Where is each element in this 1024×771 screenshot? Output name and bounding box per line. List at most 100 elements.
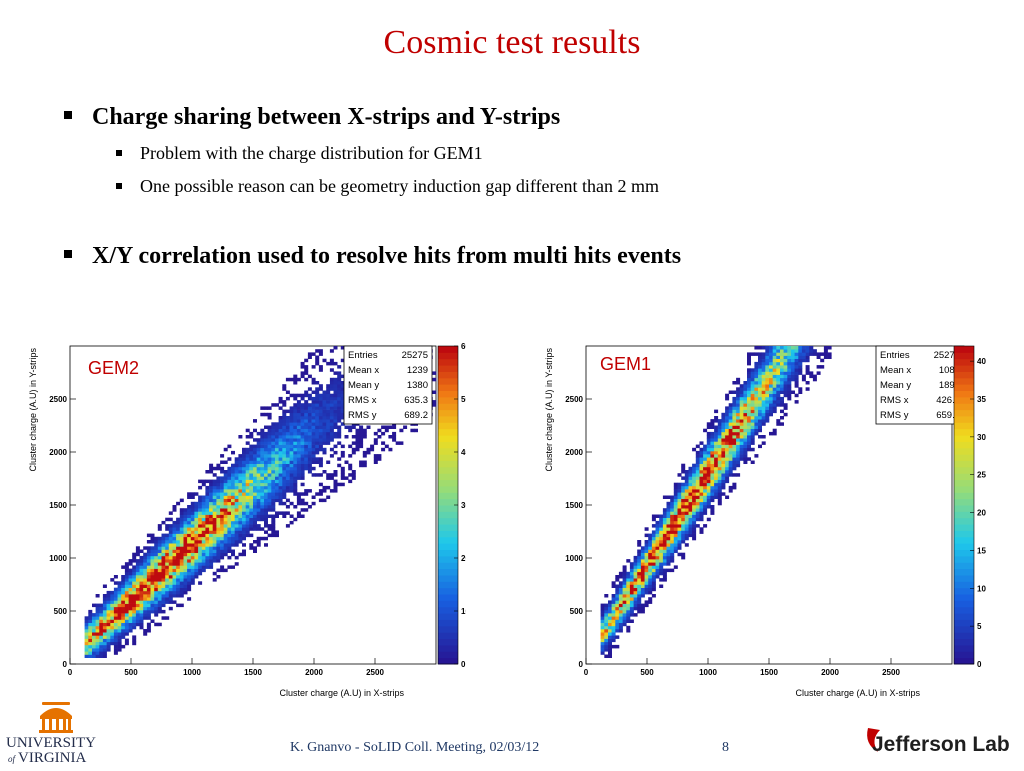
heatmap-cell — [659, 578, 664, 582]
heatmap-cell — [776, 393, 781, 398]
heatmap-cell — [245, 460, 250, 464]
heatmap-cell — [736, 447, 741, 452]
heatmap-cell — [300, 438, 305, 442]
heatmap-cell — [121, 578, 126, 582]
heatmap-cell — [205, 533, 210, 538]
heatmap-cell — [245, 489, 250, 493]
heatmap-cell — [282, 485, 287, 490]
colorbar-segment — [438, 377, 458, 385]
colorbar-segment — [438, 466, 458, 474]
heatmap-cell — [227, 520, 232, 525]
heatmap-cell — [662, 559, 667, 563]
heatmap-cell — [750, 371, 755, 375]
heatmap-cell — [161, 594, 166, 598]
heatmap-cell — [271, 470, 276, 474]
heatmap-cell — [146, 594, 151, 598]
heatmap-cell — [216, 549, 221, 553]
heatmap-cell — [670, 498, 675, 503]
heatmap-cell — [714, 482, 719, 487]
heatmap-cell — [253, 501, 257, 506]
heatmap-cell — [798, 361, 803, 366]
heatmap-cell — [659, 565, 664, 569]
heatmap-cell — [699, 473, 704, 477]
heatmap-cell — [728, 457, 733, 461]
heatmap-cell — [99, 613, 104, 617]
heatmap-cell — [242, 479, 246, 484]
heatmap-cell — [194, 511, 199, 515]
heatmap-cell — [242, 536, 246, 541]
x-tick-label: 1000 — [183, 668, 201, 677]
heatmap-cell — [260, 505, 265, 509]
heatmap-cell — [348, 454, 353, 458]
colorbar-segment — [954, 505, 974, 512]
heatmap-cell — [293, 444, 298, 449]
heatmap-cell — [307, 412, 312, 417]
heatmap-cell — [717, 422, 722, 426]
heatmap-cell — [311, 416, 316, 420]
heatmap-cell — [728, 473, 733, 477]
heatmap-cell — [315, 381, 320, 385]
heatmap-cell — [739, 393, 744, 398]
heatmap-cell — [135, 606, 140, 611]
heatmap-cell — [728, 438, 733, 442]
heatmap-cell — [253, 520, 257, 525]
heatmap-cell — [644, 555, 649, 560]
heatmap-cell — [139, 594, 144, 598]
heatmap-cell — [677, 517, 682, 522]
heatmap-cell — [264, 450, 268, 455]
heatmap-cell — [293, 428, 298, 433]
heatmap-cell — [146, 603, 151, 608]
heatmap-cell — [692, 485, 697, 490]
heatmap-cell — [772, 400, 777, 404]
heatmap-cell — [739, 409, 744, 414]
heatmap-cell — [190, 568, 195, 573]
heatmap-cell — [651, 559, 656, 563]
heatmap-cell — [113, 632, 118, 636]
heatmap-cell — [227, 476, 232, 480]
heatmap-cell — [165, 546, 170, 550]
heatmap-cell — [798, 352, 803, 356]
heatmap-cell — [780, 387, 784, 391]
heatmap-cell — [783, 387, 788, 391]
heatmap-cell — [659, 568, 664, 573]
heatmap-cell — [271, 441, 276, 445]
heatmap-cell — [655, 549, 660, 553]
heatmap-cell — [769, 361, 773, 366]
heatmap-cell — [242, 517, 246, 522]
heatmap-cell — [728, 489, 733, 493]
heatmap-cell — [168, 533, 173, 538]
heatmap-cell — [183, 511, 188, 515]
heatmap-cell — [736, 412, 741, 417]
heatmap-cell — [600, 629, 605, 633]
heatmap-cell — [143, 552, 148, 557]
heatmap-cell — [278, 482, 283, 487]
heatmap-cell — [604, 629, 609, 633]
heatmap-cell — [154, 581, 159, 585]
heatmap-cell — [161, 571, 166, 576]
heatmap-cell — [307, 438, 312, 442]
heatmap-cell — [783, 352, 788, 356]
heatmap-cell — [677, 546, 682, 550]
heatmap-cell — [165, 590, 170, 595]
heatmap-cell — [329, 393, 334, 398]
heatmap-cell — [139, 616, 144, 620]
colorbar-segment — [954, 638, 974, 646]
heatmap-cell — [307, 419, 312, 423]
heatmap-cell — [106, 635, 111, 639]
heatmap-cell — [823, 346, 828, 350]
heatmap-cell — [304, 390, 309, 394]
heatmap-cell — [143, 609, 148, 614]
heatmap-cell — [732, 466, 737, 471]
heatmap-cell — [282, 447, 287, 452]
heatmap-cell — [337, 387, 342, 391]
heatmap-cell — [710, 479, 715, 484]
heatmap-cell — [242, 508, 246, 512]
heatmap-cell — [275, 492, 279, 496]
heatmap-cell — [769, 431, 773, 436]
heatmap-cell — [629, 594, 634, 598]
heatmap-cell — [761, 403, 766, 407]
heatmap-cell — [626, 629, 631, 633]
heatmap-cell — [743, 454, 748, 458]
heatmap-cell — [256, 501, 261, 506]
heatmap-cell — [684, 514, 689, 518]
